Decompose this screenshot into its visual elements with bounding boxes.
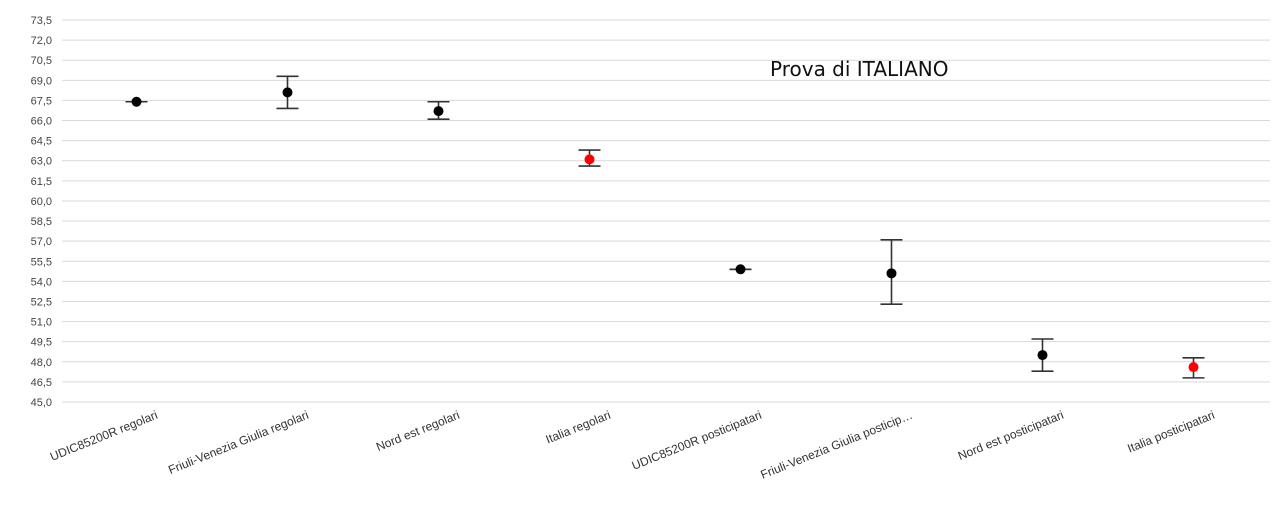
y-tick-label: 57,0 (31, 236, 52, 248)
y-tick-label: 58,5 (31, 216, 52, 228)
y-tick-label: 48,0 (31, 357, 52, 369)
y-tick-label: 61,5 (31, 176, 52, 188)
x-tick-label: UDIC85200R regolari (48, 408, 160, 464)
x-tick-label: UDIC85200R posticipatari (630, 408, 764, 473)
x-axis-labels: UDIC85200R regolari Friuli-Venezia Giulia… (48, 408, 1217, 482)
y-tick-label: 51,0 (31, 317, 52, 329)
y-tick-label: 54,0 (31, 276, 52, 288)
x-tick-label: Nord est regolari (374, 408, 462, 454)
gridlines (62, 19, 1270, 403)
chart-title: Prova di ITALIANO (770, 57, 948, 81)
y-tick-label: 46,5 (31, 377, 52, 389)
y-axis-ticks: 45,0 46,5 48,0 49,5 51,0 52,5 54,0 55,5 57,0 58,5… (31, 15, 52, 409)
y-tick-label: 70,5 (31, 55, 52, 67)
y-tick-label: 69,0 (31, 75, 52, 87)
x-tick-label: Italia regolari (544, 408, 613, 447)
x-tick-label: Italia posticipatari (1125, 408, 1216, 456)
data-point (886, 268, 897, 279)
data-point (131, 96, 142, 107)
y-tick-label: 63,0 (31, 156, 52, 168)
y-tick-label: 67,5 (31, 95, 52, 107)
y-tick-label: 45,0 (31, 397, 52, 409)
x-tick-label: Nord est posticipatari (956, 408, 1066, 463)
data-point (584, 154, 595, 165)
x-tick-label: Friuli-Venezia Giulia posticip… (758, 408, 914, 482)
y-tick-label: 73,5 (31, 15, 52, 27)
data-point (433, 106, 444, 117)
y-tick-label: 66,0 (31, 116, 52, 128)
data-points (131, 87, 1199, 373)
y-tick-label: 60,0 (31, 196, 52, 208)
y-tick-label: 55,5 (31, 256, 52, 268)
data-point (735, 264, 746, 275)
y-tick-label: 49,5 (31, 337, 52, 349)
y-tick-label: 72,0 (31, 35, 52, 47)
data-point (282, 87, 293, 98)
y-tick-label: 52,5 (31, 296, 52, 308)
data-point (1037, 350, 1048, 361)
y-tick-label: 64,5 (31, 136, 52, 148)
error-bars (125, 75, 1205, 379)
data-point (1188, 362, 1199, 373)
x-tick-label: Friuli-Venezia Giulia regolari (166, 408, 310, 477)
